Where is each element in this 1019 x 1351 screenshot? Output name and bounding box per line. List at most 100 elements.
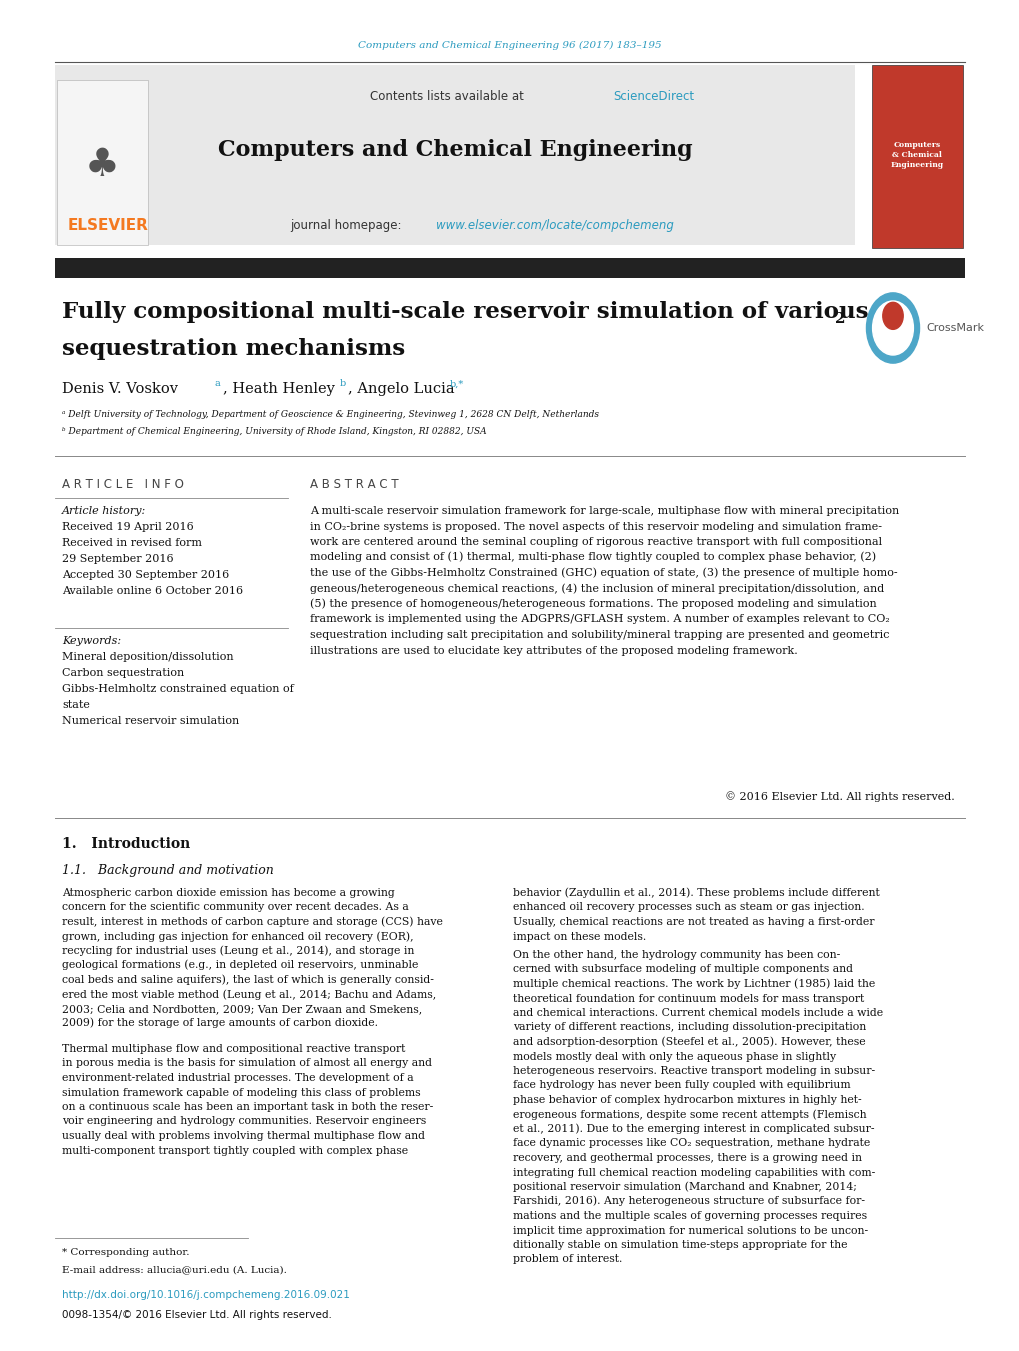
Text: state: state — [62, 700, 90, 711]
Text: simulation framework capable of modeling this class of problems: simulation framework capable of modeling… — [62, 1088, 420, 1097]
Text: heterogeneous reservoirs. Reactive transport modeling in subsur-: heterogeneous reservoirs. Reactive trans… — [513, 1066, 874, 1075]
Text: Atmospheric carbon dioxide emission has become a growing: Atmospheric carbon dioxide emission has … — [62, 888, 394, 898]
Text: Farshidi, 2016). Any heterogeneous structure of subsurface for-: Farshidi, 2016). Any heterogeneous struc… — [513, 1196, 864, 1206]
Text: Carbon sequestration: Carbon sequestration — [62, 667, 184, 678]
Text: and chemical interactions. Current chemical models include a wide: and chemical interactions. Current chemi… — [513, 1008, 882, 1019]
Text: CrossMark: CrossMark — [925, 323, 983, 332]
Text: mations and the multiple scales of governing processes requires: mations and the multiple scales of gover… — [513, 1210, 866, 1221]
Text: recycling for industrial uses (Leung et al., 2014), and storage in: recycling for industrial uses (Leung et … — [62, 946, 414, 957]
Text: Received 19 April 2016: Received 19 April 2016 — [62, 521, 194, 532]
Text: multiple chemical reactions. The work by Lichtner (1985) laid the: multiple chemical reactions. The work by… — [513, 978, 874, 989]
Text: theoretical foundation for continuum models for mass transport: theoretical foundation for continuum mod… — [513, 993, 863, 1004]
Text: www.elsevier.com/locate/compchemeng: www.elsevier.com/locate/compchemeng — [435, 219, 674, 231]
Text: ered the most viable method (Leung et al., 2014; Bachu and Adams,: ered the most viable method (Leung et al… — [62, 989, 436, 1000]
Text: 1.   Introduction: 1. Introduction — [62, 838, 191, 851]
Text: Computers and Chemical Engineering: Computers and Chemical Engineering — [217, 139, 692, 161]
Text: geological formations (e.g., in depleted oil reservoirs, unminable: geological formations (e.g., in depleted… — [62, 961, 418, 970]
Text: , Heath Henley: , Heath Henley — [223, 382, 334, 396]
Text: face dynamic processes like CO₂ sequestration, methane hydrate: face dynamic processes like CO₂ sequestr… — [513, 1139, 869, 1148]
Text: 2: 2 — [835, 312, 845, 326]
Text: models mostly deal with only the aqueous phase in slightly: models mostly deal with only the aqueous… — [513, 1051, 836, 1062]
FancyBboxPatch shape — [57, 80, 148, 245]
Text: 2003; Celia and Nordbotten, 2009; Van Der Zwaan and Smekens,: 2003; Celia and Nordbotten, 2009; Van De… — [62, 1004, 422, 1015]
Text: positional reservoir simulation (Marchand and Knabner, 2014;: positional reservoir simulation (Marchan… — [513, 1181, 856, 1192]
Circle shape — [871, 301, 912, 355]
Text: Gibbs-Helmholtz constrained equation of: Gibbs-Helmholtz constrained equation of — [62, 684, 293, 694]
Text: Usually, chemical reactions are not treated as having a first-order: Usually, chemical reactions are not trea… — [513, 917, 873, 927]
Text: Contents lists available at: Contents lists available at — [370, 91, 527, 104]
Text: (5) the presence of homogeneous/heterogeneous formations. The proposed modeling : (5) the presence of homogeneous/heteroge… — [310, 598, 876, 609]
Text: ScienceDirect: ScienceDirect — [612, 91, 693, 104]
Text: Computers
& Chemical
Engineering: Computers & Chemical Engineering — [890, 142, 943, 169]
Text: face hydrology has never been fully coupled with equilibrium: face hydrology has never been fully coup… — [513, 1081, 850, 1090]
Text: * Corresponding author.: * Corresponding author. — [62, 1248, 190, 1256]
Text: modeling and consist of (1) thermal, multi-phase flow tightly coupled to complex: modeling and consist of (1) thermal, mul… — [310, 553, 875, 562]
Circle shape — [865, 293, 918, 363]
Text: E-mail address: allucia@uri.edu (A. Lucia).: E-mail address: allucia@uri.edu (A. Luci… — [62, 1265, 286, 1274]
Text: impact on these models.: impact on these models. — [513, 931, 646, 942]
Text: in porous media is the basis for simulation of almost all energy and: in porous media is the basis for simulat… — [62, 1058, 432, 1069]
Text: integrating full chemical reaction modeling capabilities with com-: integrating full chemical reaction model… — [513, 1167, 874, 1178]
Text: A R T I C L E   I N F O: A R T I C L E I N F O — [62, 478, 183, 490]
FancyBboxPatch shape — [55, 258, 964, 278]
Text: et al., 2011). Due to the emerging interest in complicated subsur-: et al., 2011). Due to the emerging inter… — [513, 1124, 873, 1133]
Text: phase behavior of complex hydrocarbon mixtures in highly het-: phase behavior of complex hydrocarbon mi… — [513, 1096, 861, 1105]
Text: the use of the Gibbs-Helmholtz Constrained (GHC) equation of state, (3) the pres: the use of the Gibbs-Helmholtz Constrain… — [310, 567, 897, 578]
Text: b: b — [339, 380, 345, 388]
Text: framework is implemented using the ADGPRS/GFLASH system. A number of examples re: framework is implemented using the ADGPR… — [310, 615, 889, 624]
Text: Computers and Chemical Engineering 96 (2017) 183–195: Computers and Chemical Engineering 96 (2… — [358, 41, 661, 50]
Text: Denis V. Voskov: Denis V. Voskov — [62, 382, 178, 396]
Text: implicit time approximation for numerical solutions to be uncon-: implicit time approximation for numerica… — [513, 1225, 867, 1236]
Text: ♣: ♣ — [85, 146, 119, 184]
Text: recovery, and geothermal processes, there is a growing need in: recovery, and geothermal processes, ther… — [513, 1152, 861, 1163]
FancyBboxPatch shape — [871, 65, 962, 249]
Text: ᵇ Department of Chemical Engineering, University of Rhode Island, Kingston, RI 0: ᵇ Department of Chemical Engineering, Un… — [62, 427, 486, 436]
Text: Fully compositional multi-scale reservoir simulation of various CO: Fully compositional multi-scale reservoi… — [62, 301, 914, 323]
Text: ᵃ Delft University of Technology, Department of Geoscience & Engineering, Stevin: ᵃ Delft University of Technology, Depart… — [62, 409, 598, 419]
Text: usually deal with problems involving thermal multiphase flow and: usually deal with problems involving the… — [62, 1131, 425, 1142]
Text: sequestration mechanisms: sequestration mechanisms — [62, 338, 405, 359]
Text: erogeneous formations, despite some recent attempts (Flemisch: erogeneous formations, despite some rece… — [513, 1109, 866, 1120]
Text: Thermal multiphase flow and compositional reactive transport: Thermal multiphase flow and compositiona… — [62, 1044, 405, 1054]
Text: Keywords:: Keywords: — [62, 636, 121, 646]
Text: Available online 6 October 2016: Available online 6 October 2016 — [62, 586, 243, 596]
FancyBboxPatch shape — [55, 65, 854, 245]
Text: cerned with subsurface modeling of multiple components and: cerned with subsurface modeling of multi… — [513, 965, 852, 974]
Text: Received in revised form: Received in revised form — [62, 538, 202, 549]
Text: enhanced oil recovery processes such as steam or gas injection.: enhanced oil recovery processes such as … — [513, 902, 864, 912]
Text: grown, including gas injection for enhanced oil recovery (EOR),: grown, including gas injection for enhan… — [62, 931, 414, 942]
Text: , Angelo Lucia: , Angelo Lucia — [347, 382, 453, 396]
Text: b,*: b,* — [449, 380, 464, 388]
Text: 1.1.   Background and motivation: 1.1. Background and motivation — [62, 865, 273, 877]
Text: journal homepage:: journal homepage: — [289, 219, 405, 231]
Text: ELSEVIER: ELSEVIER — [67, 218, 149, 232]
Text: coal beds and saline aquifers), the last of which is generally consid-: coal beds and saline aquifers), the last… — [62, 974, 433, 985]
Text: Accepted 30 September 2016: Accepted 30 September 2016 — [62, 570, 229, 580]
Text: and adsorption-desorption (Steefel et al., 2005). However, these: and adsorption-desorption (Steefel et al… — [513, 1036, 865, 1047]
Text: sequestration including salt precipitation and solubility/mineral trapping are p: sequestration including salt precipitati… — [310, 630, 889, 640]
Text: concern for the scientific community over recent decades. As a: concern for the scientific community ove… — [62, 902, 409, 912]
Text: © 2016 Elsevier Ltd. All rights reserved.: © 2016 Elsevier Ltd. All rights reserved… — [725, 792, 954, 802]
Text: ditionally stable on simulation time-steps appropriate for the: ditionally stable on simulation time-ste… — [513, 1240, 847, 1250]
Text: in CO₂-brine systems is proposed. The novel aspects of this reservoir modeling a: in CO₂-brine systems is proposed. The no… — [310, 521, 881, 531]
Text: geneous/heterogeneous chemical reactions, (4) the inclusion of mineral precipita: geneous/heterogeneous chemical reactions… — [310, 582, 883, 593]
Text: multi-component transport tightly coupled with complex phase: multi-component transport tightly couple… — [62, 1146, 408, 1155]
Text: on a continuous scale has been an important task in both the reser-: on a continuous scale has been an import… — [62, 1102, 433, 1112]
Text: 2009) for the storage of large amounts of carbon dioxide.: 2009) for the storage of large amounts o… — [62, 1017, 378, 1028]
Text: problem of interest.: problem of interest. — [513, 1255, 622, 1265]
Text: Numerical reservoir simulation: Numerical reservoir simulation — [62, 716, 239, 725]
Text: A multi-scale reservoir simulation framework for large-scale, multiphase flow wi: A multi-scale reservoir simulation frame… — [310, 507, 899, 516]
Text: result, interest in methods of carbon capture and storage (CCS) have: result, interest in methods of carbon ca… — [62, 916, 442, 927]
Text: voir engineering and hydrology communities. Reservoir engineers: voir engineering and hydrology communiti… — [62, 1116, 426, 1127]
Text: variety of different reactions, including dissolution-precipitation: variety of different reactions, includin… — [513, 1023, 865, 1032]
Circle shape — [881, 303, 902, 330]
Text: work are centered around the seminal coupling of rigorous reactive transport wit: work are centered around the seminal cou… — [310, 536, 881, 547]
Text: environment-related industrial processes. The development of a: environment-related industrial processes… — [62, 1073, 414, 1084]
Text: Article history:: Article history: — [62, 507, 146, 516]
Text: behavior (Zaydullin et al., 2014). These problems include different: behavior (Zaydullin et al., 2014). These… — [513, 888, 878, 898]
Text: a: a — [215, 380, 220, 388]
Text: On the other hand, the hydrology community has been con-: On the other hand, the hydrology communi… — [513, 950, 840, 961]
Text: http://dx.doi.org/10.1016/j.compchemeng.2016.09.021: http://dx.doi.org/10.1016/j.compchemeng.… — [62, 1290, 350, 1300]
Text: Mineral deposition/dissolution: Mineral deposition/dissolution — [62, 653, 233, 662]
Text: illustrations are used to elucidate key attributes of the proposed modeling fram: illustrations are used to elucidate key … — [310, 646, 797, 655]
